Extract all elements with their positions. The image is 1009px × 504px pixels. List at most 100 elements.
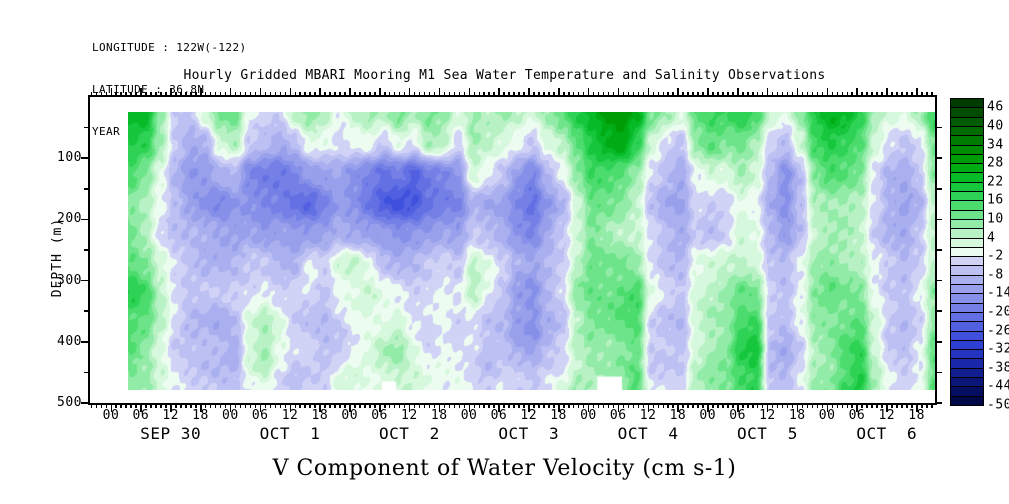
x-minor-tick: [722, 92, 724, 97]
x-minor-tick: [264, 403, 267, 408]
x-minor-tick: [617, 88, 620, 97]
colorbar-tick-label: -32: [987, 341, 1009, 357]
x-minor-tick: [577, 92, 580, 97]
x-minor-tick: [503, 92, 505, 97]
x-minor-tick: [185, 403, 187, 408]
x-minor-tick: [667, 403, 669, 408]
x-minor-tick: [841, 92, 844, 97]
x-minor-tick: [140, 403, 142, 412]
x-minor-tick: [876, 92, 878, 97]
x-minor-tick: [314, 92, 316, 97]
x-minor-tick: [841, 403, 844, 408]
x-minor-tick: [294, 92, 296, 97]
x-minor-tick: [105, 92, 108, 97]
x-minor-tick: [707, 403, 709, 412]
x-minor-tick: [568, 403, 570, 408]
x-minor-tick: [831, 403, 834, 408]
x-minor-tick: [458, 403, 461, 408]
x-minor-tick: [135, 92, 137, 97]
y-right-tick: [935, 310, 942, 312]
x-minor-tick: [503, 403, 505, 408]
x-minor-tick: [538, 92, 540, 97]
y-left-tick: [81, 279, 90, 282]
colorbar-tick-label: 28: [987, 155, 1004, 171]
x-minor-tick: [209, 92, 212, 97]
x-hour-tick-label: 18: [669, 408, 687, 423]
x-minor-tick: [533, 403, 535, 408]
x-minor-tick: [523, 92, 525, 97]
x-minor-tick: [821, 92, 824, 97]
x-minor-tick: [413, 92, 416, 97]
x-minor-tick: [572, 92, 575, 97]
x-minor-tick: [195, 403, 197, 408]
colorbar-tick-label: 46: [987, 99, 1004, 115]
x-hour-tick-label: 12: [162, 408, 179, 423]
y-right-tick: [935, 126, 942, 129]
x-minor-tick: [299, 92, 301, 97]
x-minor-tick: [219, 92, 222, 97]
x-minor-tick: [488, 92, 490, 97]
x-minor-tick: [493, 92, 495, 97]
y-tick-label: 200: [57, 211, 82, 227]
x-minor-tick: [518, 92, 520, 97]
x-minor-tick: [607, 92, 610, 97]
x-minor-tick: [473, 403, 476, 408]
x-day-label: SEP 30: [140, 424, 202, 443]
x-hour-tick-label: 12: [281, 408, 299, 423]
x-minor-tick: [687, 403, 689, 408]
x-minor-tick: [279, 403, 282, 408]
x-minor-tick: [702, 403, 704, 408]
x-minor-tick: [781, 403, 784, 408]
x-minor-tick: [543, 403, 545, 408]
x-minor-tick: [931, 403, 933, 408]
x-minor-tick: [921, 92, 923, 97]
x-minor-tick: [931, 92, 933, 97]
x-minor-tick: [851, 403, 853, 408]
x-minor-tick: [418, 92, 421, 97]
x-minor-tick: [468, 88, 471, 97]
x-minor-tick: [150, 403, 152, 408]
x-minor-tick: [642, 403, 645, 408]
x-minor-tick: [324, 403, 326, 408]
x-minor-tick: [209, 403, 212, 408]
x-minor-tick: [528, 403, 530, 412]
x-minor-tick: [657, 92, 660, 97]
x-minor-tick: [175, 92, 177, 97]
x-minor-tick: [483, 403, 485, 408]
x-minor-tick: [747, 403, 749, 408]
x-minor-tick: [384, 403, 386, 408]
x-minor-tick: [349, 88, 351, 97]
y-tick-label: 500: [57, 395, 82, 410]
x-minor-tick: [732, 403, 734, 408]
x-minor-tick: [548, 92, 550, 97]
x-minor-tick: [722, 403, 724, 408]
y-left-tick: [84, 371, 90, 374]
x-minor-tick: [518, 403, 520, 408]
x-minor-tick: [622, 92, 625, 97]
x-minor-tick: [379, 88, 381, 97]
x-minor-tick: [672, 403, 674, 408]
x-minor-tick: [239, 403, 242, 408]
x-hour-tick-label: 06: [490, 408, 508, 423]
x-minor-tick: [712, 92, 714, 97]
x-hour-tick-label: 18: [311, 408, 329, 423]
x-minor-tick: [771, 92, 774, 97]
x-minor-tick: [393, 92, 396, 97]
x-minor-tick: [876, 403, 878, 408]
x-hour-tick-label: 00: [818, 408, 836, 423]
x-day-label: OCT 5: [737, 424, 798, 443]
x-minor-tick: [408, 88, 411, 97]
x-minor-tick: [896, 92, 898, 97]
x-minor-tick: [811, 92, 814, 97]
y-right-tick: [935, 341, 942, 343]
colorbar-segment: [950, 395, 984, 406]
x-minor-tick: [756, 403, 759, 408]
x-minor-tick: [403, 403, 406, 408]
x-hour-tick-label: 18: [550, 408, 567, 423]
x-minor-tick: [145, 92, 147, 97]
x-minor-tick: [756, 92, 759, 97]
x-minor-tick: [563, 92, 565, 97]
x-minor-tick: [926, 403, 928, 408]
x-minor-tick: [274, 403, 277, 408]
x-hour-tick-label: 06: [251, 408, 269, 423]
